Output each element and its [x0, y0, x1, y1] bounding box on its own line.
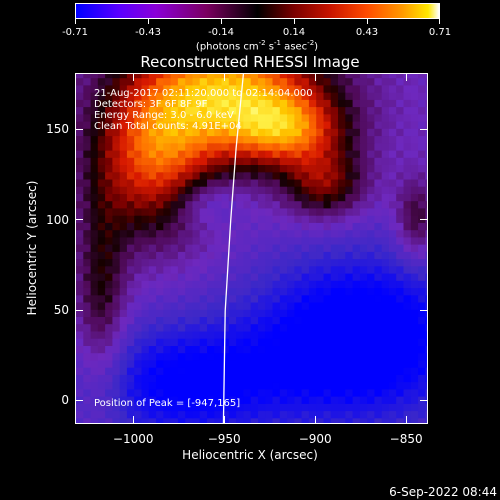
- colorbar-tick-mark: [294, 19, 295, 24]
- x-axis-label: Heliocentric X (arcsec): [182, 448, 318, 462]
- heatmap-image: [76, 74, 427, 423]
- annotation-time-range: 21-Aug-2017 02:11:20.000 to 02:14:04.000: [94, 88, 313, 99]
- y-tick-label: 50: [53, 303, 69, 317]
- x-tick-label: −950: [207, 432, 241, 446]
- colorbar-tick-label: -0.14: [208, 27, 234, 38]
- colorbar-tick-mark: [221, 19, 222, 24]
- footer-timestamp: 6-Sep-2022 08:44: [389, 485, 497, 499]
- colorbar-tick-label: 0.71: [428, 27, 452, 38]
- colorbar-tick-label: -0.71: [62, 27, 88, 38]
- plot-area: 21-Aug-2017 02:11:20.000 to 02:14:04.000…: [75, 73, 428, 424]
- x-tick-mark-top: [132, 73, 134, 81]
- y-tick-mark-right: [420, 219, 428, 221]
- colorbar-tick-mark: [439, 19, 440, 24]
- x-tick-mark-top: [314, 73, 316, 81]
- annotation-clean-counts: Clean Total counts: 4.91E+04: [94, 121, 242, 132]
- y-tick-mark: [75, 399, 83, 401]
- y-tick-mark: [75, 128, 83, 130]
- y-tick-mark: [75, 309, 83, 311]
- heatmap-cells: [76, 74, 427, 423]
- y-axis-label: Heliocentric Y (arcsec): [25, 180, 39, 316]
- x-tick-mark-top: [405, 73, 407, 81]
- colorbar-tick-label: 0.43: [355, 27, 379, 38]
- y-tick-label: 100: [46, 212, 69, 227]
- annotation-peak-position: Position of Peak = [-947,165]: [94, 398, 241, 409]
- y-tick-label: 150: [46, 122, 69, 137]
- solar-limb-line: [222, 74, 245, 423]
- x-tick-label: −900: [298, 432, 332, 446]
- x-tick-mark: [405, 416, 407, 424]
- x-tick-mark: [223, 416, 225, 424]
- y-tick-mark-right: [420, 128, 428, 130]
- x-tick-label: −850: [389, 432, 423, 446]
- colorbar-tick-mark: [148, 19, 149, 24]
- x-tick-mark: [132, 416, 134, 424]
- colorbar-tick-label: 0.14: [282, 27, 306, 38]
- y-tick-mark-right: [420, 309, 428, 311]
- y-tick-mark: [75, 219, 83, 221]
- colorbar-tick-label: -0.43: [135, 27, 161, 38]
- x-tick-mark-top: [223, 73, 225, 81]
- y-tick-label: 0: [61, 393, 69, 408]
- x-tick-label: −1000: [112, 432, 154, 446]
- annotation-energy-range: Energy Range: 3.0 - 6.0 keV: [94, 110, 234, 121]
- y-tick-mark-right: [420, 399, 428, 401]
- colorbar-tick-mark: [75, 19, 76, 24]
- colorbar-units: (photons cm-2 s-1 asec-2): [195, 39, 319, 53]
- colorbar: [75, 3, 440, 19]
- x-tick-mark: [314, 416, 316, 424]
- chart-title: Reconstructed RHESSI Image: [140, 53, 360, 71]
- colorbar-tick-mark: [367, 19, 368, 24]
- annotation-detectors: Detectors: 3F 6F 8F 9F: [94, 99, 208, 110]
